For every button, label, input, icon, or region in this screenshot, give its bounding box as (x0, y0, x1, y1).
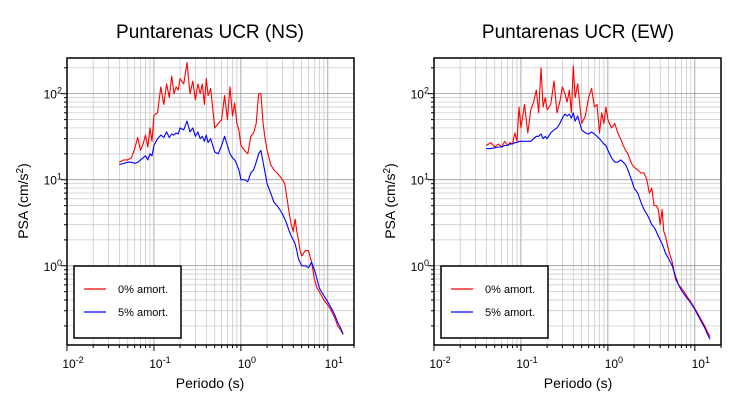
chart-ew: Puntarenas UCR (EW) 10-2 10-1 100 101 10… (382, 22, 722, 391)
legend-label-5pct: 5% amort. (118, 307, 168, 319)
y-tick-label: 101 (44, 172, 62, 188)
y-tick-label: 102 (44, 86, 62, 102)
legend: 0% amort. 5% amort. (440, 265, 549, 339)
legend-box (73, 265, 182, 339)
tick-marks (61, 67, 355, 351)
series-lines (119, 62, 344, 335)
x-tick-label: 10-1 (149, 355, 170, 371)
grid (67, 58, 354, 345)
chart-title: Puntarenas UCR (EW) (482, 22, 674, 43)
x-tick-label: 100 (605, 355, 623, 371)
legend-label-0pct: 0% amort. (485, 284, 535, 296)
series-line-0pct (119, 62, 344, 335)
y-tick-labels: 100 101 102 (411, 86, 429, 274)
legend-box (440, 265, 549, 339)
plot-frame (433, 57, 722, 346)
series-lines (486, 65, 711, 340)
y-axis-label: PSA (cm/s2) (15, 163, 31, 239)
x-tick-label: 10-2 (429, 355, 450, 371)
x-axis-label: Periodo (s) (544, 375, 612, 391)
y-tick-label: 100 (411, 258, 429, 274)
legend-label-5pct: 5% amort. (485, 307, 535, 319)
x-tick-label: 101 (325, 355, 343, 371)
x-tick-label: 10-1 (516, 355, 537, 371)
tick-marks (428, 67, 722, 351)
x-tick-label: 10-2 (62, 355, 83, 371)
series-line-0pct (486, 65, 711, 337)
x-axis-label: Periodo (s) (176, 375, 244, 391)
y-tick-label: 101 (411, 172, 429, 188)
y-tick-label: 102 (411, 86, 429, 102)
y-axis-label: PSA (cm/s2) (382, 163, 398, 239)
x-tick-labels: 10-2 10-1 100 101 (62, 355, 343, 371)
plot-frame (66, 57, 355, 346)
chart-ns: Puntarenas UCR (NS) 10-2 10-1 100 101 10… (15, 22, 355, 391)
x-tick-labels: 10-2 10-1 100 101 (429, 355, 710, 371)
y-tick-label: 100 (44, 258, 62, 274)
x-tick-label: 101 (692, 355, 710, 371)
x-tick-label: 100 (238, 355, 256, 371)
legend-label-0pct: 0% amort. (118, 284, 168, 296)
legend: 0% amort. 5% amort. (73, 265, 182, 339)
series-line-5pct (119, 120, 344, 335)
y-tick-labels: 100 101 102 (44, 86, 62, 274)
chart-title: Puntarenas UCR (NS) (116, 22, 304, 43)
series-line-5pct (486, 112, 711, 340)
